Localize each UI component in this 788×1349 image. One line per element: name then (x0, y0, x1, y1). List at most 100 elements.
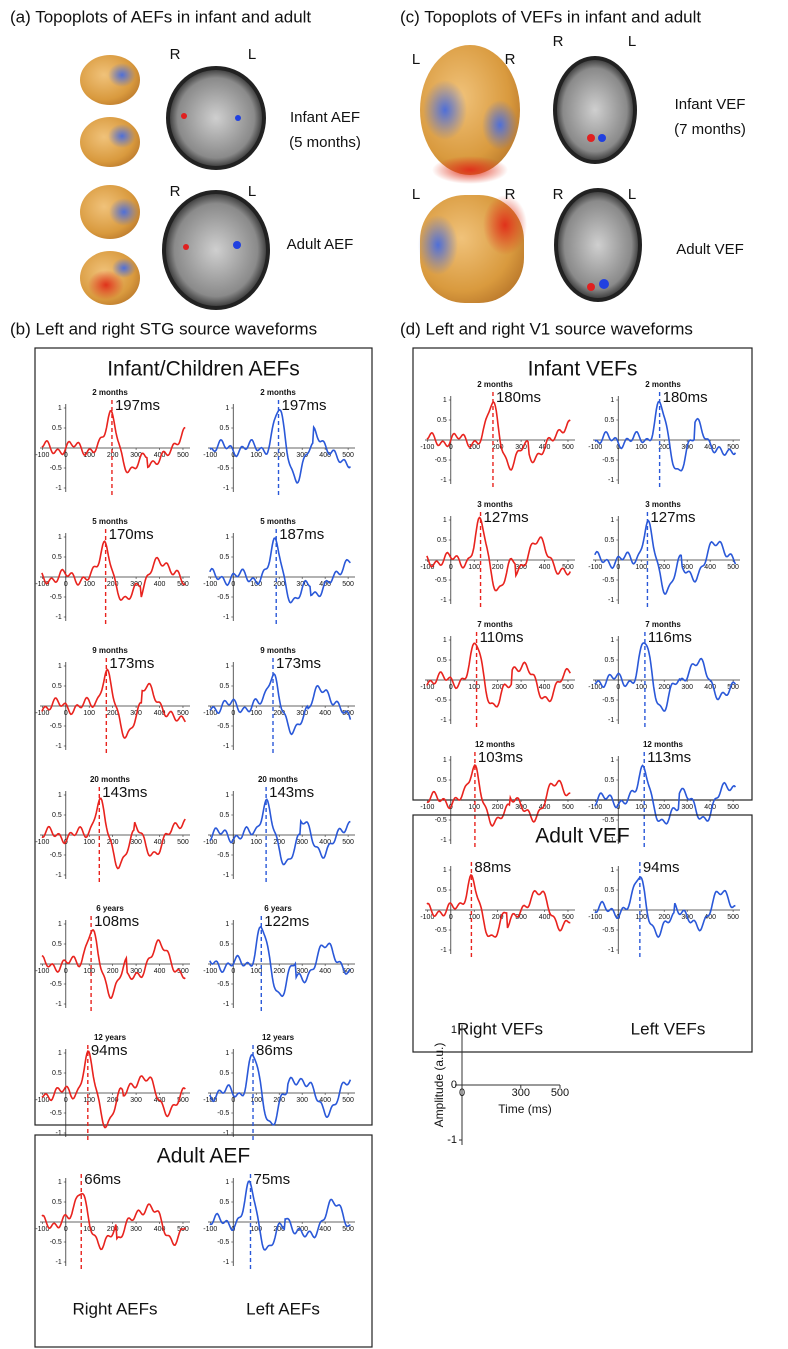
x-tick-label: 500 (177, 452, 189, 459)
x-tick-label: 200 (273, 581, 285, 588)
y-tick-label: 1 (58, 663, 62, 670)
x-tick-label: 200 (273, 839, 285, 846)
y-tick-label: 0.5 (605, 887, 615, 894)
x-tick-label: 500 (177, 968, 189, 975)
x-tick-label: -100 (420, 914, 434, 921)
y-tick-label: -1 (223, 614, 229, 621)
age-label: 2 months (260, 388, 296, 397)
age-label: 12 years (262, 1033, 295, 1042)
x-tick-label: 100 (635, 684, 647, 691)
x-tick-label: 0 (449, 564, 453, 571)
y-tick-label: -1 (608, 477, 614, 484)
x-tick-label: 400 (154, 452, 166, 459)
x-tick-label: 0 (231, 452, 235, 459)
y-tick-label: 1 (225, 921, 229, 928)
x-tick-label: 300 (130, 452, 142, 459)
y-tick-label: -0.5 (602, 577, 614, 584)
latency-label: 143ms (269, 784, 314, 801)
y-tick-label: 1 (443, 867, 447, 874)
y-tick-label: 1 (58, 792, 62, 799)
box (412, 814, 753, 1053)
mri (162, 190, 270, 310)
age-label: 2 months (92, 388, 128, 397)
x-tick-label: 100 (83, 1226, 95, 1233)
topoplots (80, 45, 642, 310)
x-tick-label: 300 (130, 839, 142, 846)
y-tick-label: -0.5 (435, 577, 447, 584)
label: Adult VEF (676, 241, 744, 258)
y-tick-label: -0.5 (602, 817, 614, 824)
age-label: 12 years (94, 1033, 127, 1042)
x-tick-label: 0 (449, 914, 453, 921)
y-tick-label: 0.5 (220, 941, 230, 948)
x-tick-label: 300 (130, 1097, 142, 1104)
x-tick-label: 0 (449, 444, 453, 451)
y-tick-label: 1 (443, 397, 447, 404)
x-tick-label: 300 (515, 444, 527, 451)
x-tick-label: 400 (704, 914, 716, 921)
x-tick-label: 500 (177, 839, 189, 846)
waveform (594, 764, 737, 825)
y-tick-label: 0.5 (437, 537, 447, 544)
x-tick-label: 0 (64, 1097, 68, 1104)
y-tick-label: -0.5 (435, 697, 447, 704)
waveform (594, 519, 737, 595)
x-tick-label: 400 (154, 839, 166, 846)
x-tick-label: 200 (273, 1226, 285, 1233)
x-tick-label: 500 (342, 1097, 354, 1104)
y-tick-label: 0.5 (220, 812, 230, 819)
age-label: 5 months (260, 517, 296, 526)
x-tick-label: 300 (296, 1226, 308, 1233)
x-tick-label: 200 (273, 452, 285, 459)
x-tick-label: 100 (250, 1226, 262, 1233)
waveform (41, 1050, 186, 1129)
x-tick-label: 100 (250, 1097, 262, 1104)
y-tick-label: -0.5 (602, 927, 614, 934)
y-tick-label: -1 (447, 1134, 457, 1146)
x-tick-label: 100 (468, 804, 480, 811)
y-tick-label: 1 (225, 1179, 229, 1186)
x-tick-label: 500 (562, 564, 574, 571)
x-tick-label: 0 (616, 444, 620, 451)
x-tick-label: -100 (420, 684, 434, 691)
y-tick-label: 0.5 (52, 1199, 62, 1206)
x-tick-label: 0 (616, 804, 620, 811)
x-tick-label: 500 (342, 1226, 354, 1233)
x-tick-label: 500 (727, 564, 739, 571)
x-tick-label: 500 (727, 684, 739, 691)
waveform (41, 409, 186, 474)
latency-label: 110ms (480, 629, 524, 646)
x-tick-label: -100 (35, 1226, 49, 1233)
x-tick-label: 300 (515, 564, 527, 571)
y-tick-label: -0.5 (217, 1239, 229, 1246)
y-tick-label: 0 (451, 1079, 457, 1091)
latency-label: 187ms (279, 526, 324, 543)
dipole (587, 283, 595, 291)
hemi-label: L (412, 51, 420, 68)
x-tick-label: 0 (64, 968, 68, 975)
y-tick-label: 0.5 (52, 683, 62, 690)
x-tick-label: 200 (658, 444, 670, 451)
age-label: 2 months (645, 380, 681, 389)
column-label: Right VEFs (457, 1019, 543, 1038)
hemi-label: L (248, 183, 256, 200)
blob (423, 80, 467, 140)
x-tick-label: 200 (273, 710, 285, 717)
x-tick-label: 400 (319, 452, 331, 459)
x-tick-label: -100 (588, 914, 602, 921)
label: (5 months) (289, 134, 361, 151)
x-tick-label: -100 (203, 968, 217, 975)
age-label: 5 months (92, 517, 128, 526)
box-title: Adult AEF (157, 1145, 250, 1168)
y-tick-label: -1 (223, 872, 229, 879)
age-label: 9 months (92, 646, 128, 655)
y-tick-label: -1 (441, 717, 447, 724)
y-tick-label: -0.5 (50, 1110, 62, 1117)
x-tick-label: 100 (83, 839, 95, 846)
x-tick-label: 100 (250, 710, 262, 717)
x-tick-label: 0 (231, 710, 235, 717)
x-tick-label: 200 (107, 1097, 119, 1104)
y-tick-label: -0.5 (435, 457, 447, 464)
waveform (41, 1192, 186, 1251)
blob (108, 63, 136, 87)
